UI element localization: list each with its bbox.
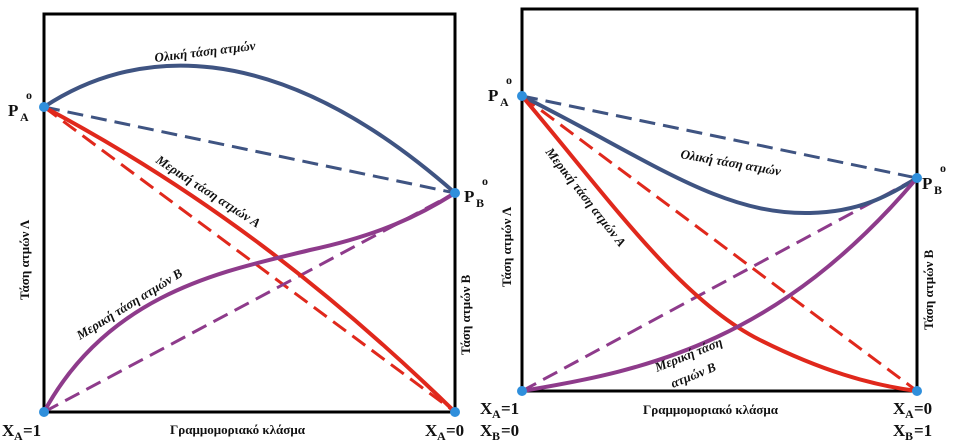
left-y-left-label: Τάση ατμών Λ: [17, 219, 32, 300]
svg-text:X: X: [425, 421, 438, 440]
svg-text:o: o: [506, 73, 512, 87]
svg-text:X: X: [480, 421, 493, 440]
right-end-point: [912, 386, 922, 396]
svg-text:=0: =0: [501, 421, 519, 440]
svg-text:B: B: [492, 429, 500, 441]
left-pa-label: P A o: [8, 88, 32, 124]
svg-text:=1: =1: [23, 421, 41, 440]
right-pb-point: [912, 173, 922, 183]
svg-text:P: P: [922, 174, 932, 193]
svg-text:P: P: [488, 86, 498, 105]
left-a-label: Μερική τάση ατμών Α: [153, 151, 264, 230]
left-b-label: Μερική τάση ατμών Β: [73, 265, 185, 343]
left-b-curve: [42, 191, 457, 414]
left-xa-0-label: X A =0: [425, 421, 464, 441]
right-b-ideal-line: [521, 176, 918, 393]
right-total-label: Ολική τάση ατμών: [679, 146, 782, 178]
right-pa-label: P A o: [488, 73, 512, 109]
right-frame: [520, 7, 919, 393]
left-frame: [42, 12, 457, 414]
left-pb-point: [450, 188, 460, 198]
svg-text:B: B: [934, 183, 942, 197]
svg-text:A: A: [437, 429, 446, 441]
svg-text:A: A: [492, 407, 501, 421]
left-total-curve: [42, 63, 457, 195]
right-pb-label: P B o: [922, 161, 946, 197]
right-diagram: Ολική τάση ατμών Μερική τάση ατμών Α Μερ…: [480, 7, 946, 441]
right-a-ideal-line: [521, 94, 918, 393]
left-x-axis-label: Γραμμομοριακό κλάσμα: [170, 422, 306, 437]
right-pa-point: [517, 91, 527, 101]
svg-text:A: A: [20, 110, 29, 124]
left-pb-label: P B o: [464, 174, 488, 210]
right-xb-1-label: X B =1: [893, 421, 932, 441]
right-xa-1-label: X A =1: [480, 399, 519, 421]
left-pa-point: [39, 102, 49, 112]
right-total-curve: [520, 94, 919, 216]
left-a-curve: [42, 105, 457, 414]
svg-text:o: o: [26, 88, 32, 102]
svg-text:=0: =0: [446, 421, 464, 440]
svg-text:A: A: [905, 407, 914, 421]
svg-text:X: X: [480, 399, 493, 418]
svg-text:X: X: [893, 421, 906, 440]
svg-text:o: o: [940, 161, 946, 175]
svg-text:X: X: [893, 399, 906, 418]
svg-text:=0: =0: [914, 399, 932, 418]
svg-text:P: P: [8, 101, 18, 120]
right-y-left-label: Τάση ατμών Λ: [499, 206, 514, 287]
left-diagram: Ολική τάση ατμών Μερική τάση ατμών Α Μερ…: [2, 12, 488, 441]
left-total-label: Ολική τάση ατμών: [154, 38, 257, 65]
right-a-label: Μερική τάση ατμών Α: [542, 144, 629, 250]
svg-text:B: B: [905, 429, 913, 441]
svg-text:B: B: [476, 196, 484, 210]
right-y-right-label: Τάση ατμών Β: [921, 249, 936, 330]
left-xa-1-label: X A =1: [2, 421, 41, 441]
right-x-axis-label: Γραμμομοριακό κλάσμα: [643, 402, 779, 417]
right-total-ideal-line: [521, 94, 918, 180]
svg-text:A: A: [14, 429, 23, 441]
left-total-ideal-line: [43, 105, 456, 195]
right-origin-point: [517, 386, 527, 396]
left-y-right-label: Τάση ατμών Β: [458, 274, 473, 355]
right-b-curve: [520, 176, 919, 393]
svg-text:A: A: [500, 95, 509, 109]
left-origin-point: [39, 407, 49, 417]
left-end-point: [450, 407, 460, 417]
svg-text:o: o: [482, 174, 488, 188]
svg-text:X: X: [2, 421, 15, 440]
svg-text:=1: =1: [501, 399, 519, 418]
right-xb-0-label: X B =0: [480, 421, 519, 441]
right-xa-0-label: X A =0: [893, 399, 932, 421]
svg-text:=1: =1: [914, 421, 932, 440]
right-a-curve: [520, 94, 919, 393]
left-a-ideal-line: [43, 105, 456, 414]
svg-text:P: P: [464, 187, 474, 206]
